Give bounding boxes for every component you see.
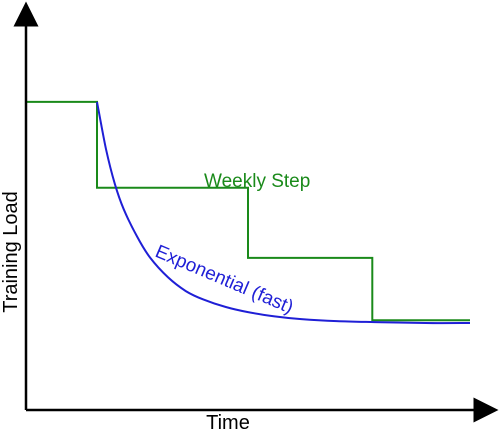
series-line-exponential	[96, 101, 471, 325]
series-label-weekly-step: Weekly Step	[204, 171, 310, 192]
y-axis-label: Training Load	[0, 191, 22, 313]
x-axis-label: Time	[206, 412, 250, 431]
series-layer	[26, 100, 471, 325]
series-line-weekly-step	[26, 100, 470, 322]
